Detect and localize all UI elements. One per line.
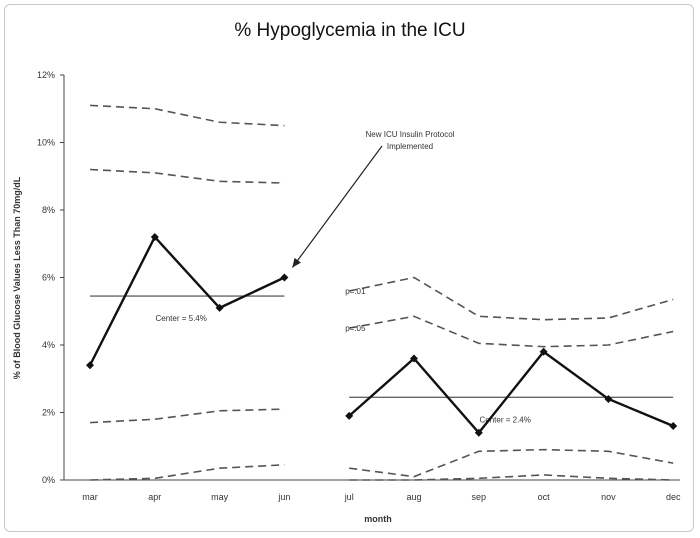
x-axis-title: month (364, 514, 392, 524)
center-line-label: Center = 2.4% (480, 415, 531, 424)
limit-line (349, 448, 674, 478)
annotation-line-2: Implemented (387, 142, 433, 151)
x-tick-label: oct (538, 492, 551, 502)
annotation-line-1: New ICU Insulin Protocol (366, 130, 455, 139)
x-tick-label: may (211, 492, 229, 502)
y-tick-label: 10% (37, 138, 55, 148)
x-tick-label: sep (472, 492, 487, 502)
center-lines: Center = 5.4% Center = 2.4% (90, 295, 674, 424)
limit-line-label: p=.01 (345, 287, 366, 296)
limit-line (349, 276, 674, 321)
data-point (86, 361, 94, 370)
annotation: New ICU Insulin Protocol Implemented (291, 130, 455, 268)
data-point (150, 233, 159, 241)
x-tick-label: mar (82, 492, 98, 502)
x-tick-label: apr (148, 492, 161, 502)
series-line (88, 234, 285, 366)
y-tick-label: 4% (42, 340, 55, 350)
y-tick-label: 0% (42, 475, 55, 485)
annotation-arrow-head (292, 257, 301, 268)
y-tick-label: 2% (42, 408, 55, 418)
limit-line-label: p=.05 (345, 324, 366, 333)
data-point (410, 354, 418, 363)
data-point (474, 428, 483, 437)
center-line-label: Center = 5.4% (156, 314, 207, 323)
data-point (604, 395, 613, 403)
limit-line (89, 408, 285, 424)
limit-line (89, 168, 285, 184)
x-ticks: mar apr may jun jul aug sep oct nov dec (82, 492, 681, 502)
series-line (348, 350, 674, 435)
y-ticks: 0% 2% 4% 6% 8% 10% 12% (37, 70, 64, 485)
x-tick-label: nov (601, 492, 616, 502)
limit-line (349, 474, 674, 481)
x-tick-label: jun (277, 492, 290, 502)
y-tick-label: 8% (42, 205, 55, 215)
data-point (215, 303, 224, 312)
y-tick-label: 6% (42, 273, 55, 283)
chart-frame (4, 4, 694, 532)
data-point (280, 273, 289, 282)
limit-line (349, 315, 674, 348)
x-tick-label: dec (666, 492, 681, 502)
limit-line (89, 104, 285, 127)
limit-line (89, 464, 285, 481)
y-axis-title: % of Blood Glucose Values Less Than 70mg… (12, 176, 22, 379)
data-point (669, 422, 678, 430)
annotation-arrow (291, 145, 383, 268)
control-limits: p=.01 p=.05 (89, 104, 674, 481)
x-tick-label: aug (406, 492, 421, 502)
chart-title: % Hypoglycemia in the ICU (234, 20, 466, 41)
x-tick-label: jul (344, 492, 354, 502)
data-point (539, 347, 548, 356)
data-series (86, 233, 678, 437)
y-tick-label: 12% (37, 70, 55, 80)
data-point (345, 411, 354, 420)
